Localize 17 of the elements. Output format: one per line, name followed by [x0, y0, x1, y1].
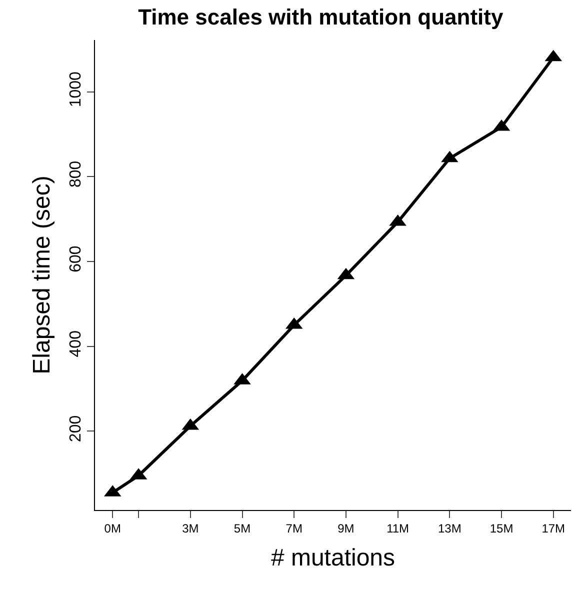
x-tick-label: 0M — [104, 521, 121, 536]
y-tick-label: 400 — [68, 330, 85, 358]
y-tick-label: 600 — [68, 246, 85, 272]
x-tick-label: 11M — [386, 521, 410, 536]
x-tick-label: 15M — [490, 521, 514, 536]
y-tick-label: 800 — [68, 160, 85, 188]
chart-title: Time scales with mutation quantity — [138, 4, 504, 30]
x-tick-label: 13M — [438, 521, 462, 536]
x-tick-label: 9M — [338, 521, 354, 536]
x-tick-label: 3M — [182, 521, 199, 536]
x-tick-label: 7M — [286, 521, 302, 536]
x-axis-title: # mutations — [270, 544, 396, 572]
x-tick-label: 5M — [234, 521, 251, 536]
y-tick-label: 1000 — [68, 71, 85, 108]
x-tick-label: 17M — [542, 521, 566, 536]
y-tick-label: 200 — [68, 415, 85, 442]
y-axis-title: Elapsed time (sec) — [28, 176, 56, 374]
